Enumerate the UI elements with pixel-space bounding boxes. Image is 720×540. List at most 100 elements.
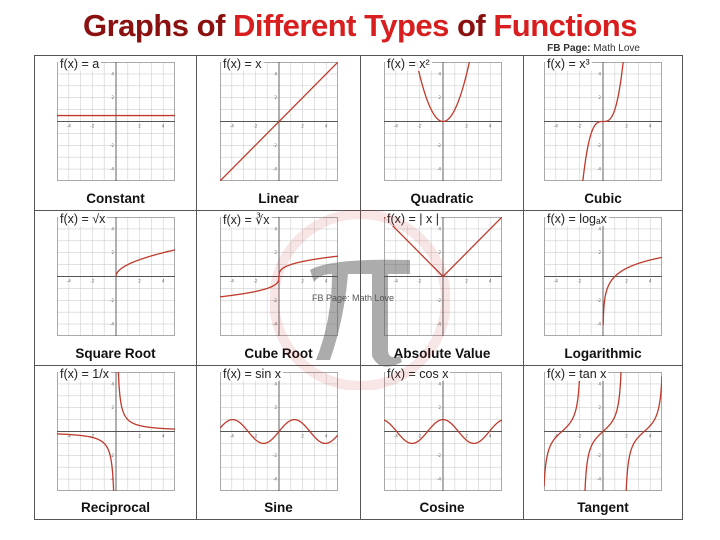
x-tick-label: -4 <box>394 279 399 284</box>
x-tick-label: -2 <box>577 124 582 129</box>
y-tick-label: 4 <box>274 226 277 231</box>
function-name: Cosine <box>419 500 465 515</box>
function-name: Constant <box>86 191 145 206</box>
x-tick-label: 2 <box>301 124 304 129</box>
x-tick-label: 2 <box>625 279 628 284</box>
x-tick-label: -2 <box>253 124 258 129</box>
y-tick-label: -2 <box>597 453 602 458</box>
y-tick-label: -4 <box>597 477 602 482</box>
title-part-1: Graphs of <box>83 8 234 43</box>
x-tick-label: 4 <box>649 124 652 129</box>
graph-reciprocal: -4 -2 2 4 4 2 -2 -4 <box>57 372 175 491</box>
page-title: Graphs of Different Types of Functions <box>0 6 720 46</box>
graph-sin: -4 -2 2 4 4 2 -2 -4 <box>220 372 338 491</box>
function-cell-linear: -4 -2 2 4 4 2 -2 -4 f(x) = x Linear <box>197 56 361 211</box>
x-tick-label: -4 <box>394 434 399 439</box>
function-cell-sqrt: -4 -2 2 4 4 2 -2 -4 f(x) = √x Square Root <box>35 211 197 366</box>
y-tick-label: 4 <box>111 381 114 386</box>
function-name: Square Root <box>75 346 156 361</box>
y-tick-label: 2 <box>274 405 277 410</box>
function-name: Logarithmic <box>564 346 642 361</box>
function-cell-cubic: -4 -2 2 4 4 2 -2 -4 f(x) = x³ Cubic <box>524 56 682 211</box>
function-curve <box>220 62 338 181</box>
function-cell-cos: -4 -2 2 4 4 2 -2 -4 f(x) = cos x Cosine <box>361 366 524 519</box>
y-tick-label: -4 <box>273 477 278 482</box>
y-tick-label: -2 <box>437 143 442 148</box>
x-tick-label: -4 <box>230 124 235 129</box>
function-name: Tangent <box>577 500 629 515</box>
y-tick-label: 2 <box>438 95 441 100</box>
x-tick-label: -2 <box>90 279 95 284</box>
x-tick-label: 4 <box>162 279 165 284</box>
y-tick-label: 2 <box>274 250 277 255</box>
y-tick-label: -4 <box>597 167 602 172</box>
graph-constant: -4 -2 2 4 4 2 -2 -4 <box>57 62 175 181</box>
y-tick-label: 2 <box>111 405 114 410</box>
fb-page-tag: FB Page: Math Love <box>547 43 640 54</box>
y-tick-label: -4 <box>437 167 442 172</box>
x-tick-label: 4 <box>489 124 492 129</box>
function-formula: f(x) = tan x <box>545 367 609 381</box>
graph-sqrt: -4 -2 2 4 4 2 -2 -4 <box>57 217 175 336</box>
function-curve <box>384 217 502 278</box>
function-cell-tan: -4 -2 2 4 4 2 -2 -4 f(x) = tan x Tangent <box>524 366 682 519</box>
function-name: Quadratic <box>410 191 474 206</box>
y-tick-label: -4 <box>110 167 115 172</box>
y-tick-label: 2 <box>598 405 601 410</box>
x-tick-label: 2 <box>301 279 304 284</box>
x-tick-label: 2 <box>301 434 304 439</box>
x-tick-label: -2 <box>577 279 582 284</box>
y-tick-label: 4 <box>438 381 441 386</box>
function-formula: f(x) = sin x <box>221 367 283 381</box>
graph-cubic: -4 -2 2 4 4 2 -2 -4 <box>544 62 662 181</box>
function-formula: f(x) = x² <box>385 57 432 71</box>
x-tick-label: 2 <box>138 434 141 439</box>
x-tick-label: 2 <box>625 124 628 129</box>
function-formula: f(x) = a <box>58 57 102 71</box>
graph-cbrt: -4 -2 2 4 4 2 -2 -4 <box>220 217 338 336</box>
x-tick-label: 2 <box>465 434 468 439</box>
title-part-4: Functions <box>493 8 637 43</box>
y-tick-label: 4 <box>274 71 277 76</box>
x-tick-label: -4 <box>67 279 72 284</box>
y-tick-label: 4 <box>598 226 601 231</box>
x-tick-label: -4 <box>554 279 559 284</box>
x-tick-label: -2 <box>417 434 422 439</box>
y-tick-label: -2 <box>597 143 602 148</box>
graph-linear: -4 -2 2 4 4 2 -2 -4 <box>220 62 338 181</box>
function-formula: f(x) = x <box>221 57 264 71</box>
x-tick-label: -4 <box>67 124 72 129</box>
x-tick-label: -4 <box>554 434 559 439</box>
y-tick-label: -2 <box>273 298 278 303</box>
function-curve <box>384 418 502 445</box>
y-tick-label: -4 <box>110 477 115 482</box>
y-tick-label: -2 <box>110 143 115 148</box>
function-curve <box>57 372 175 491</box>
function-cell-reciprocal: -4 -2 2 4 4 2 -2 -4 f(x) = 1/x Reciprocal <box>35 366 197 519</box>
y-tick-label: -2 <box>437 298 442 303</box>
x-tick-label: -2 <box>253 279 258 284</box>
function-name: Linear <box>258 191 299 206</box>
y-tick-label: 2 <box>438 405 441 410</box>
y-tick-label: -2 <box>597 298 602 303</box>
y-tick-label: -4 <box>273 322 278 327</box>
x-tick-label: 4 <box>325 434 328 439</box>
y-tick-label: 2 <box>111 250 114 255</box>
y-tick-label: 4 <box>438 226 441 231</box>
graph-abs: -4 -2 2 4 4 2 -2 -4 <box>384 217 502 336</box>
watermark-center-text: FB Page: Math Love <box>312 293 394 303</box>
x-tick-label: -4 <box>230 434 235 439</box>
function-curve <box>415 62 471 123</box>
graph-log: -4 -2 2 4 4 2 -2 -4 <box>544 217 662 336</box>
x-tick-label: -2 <box>417 279 422 284</box>
function-curve <box>602 256 662 326</box>
y-tick-label: 2 <box>598 95 601 100</box>
x-tick-label: 2 <box>465 279 468 284</box>
function-curve <box>544 372 662 491</box>
function-formula: f(x) = 1/x <box>58 367 111 381</box>
y-tick-label: 4 <box>438 71 441 76</box>
function-formula: f(x) = x³ <box>545 57 592 71</box>
function-curve <box>582 62 624 181</box>
y-tick-label: -2 <box>110 453 115 458</box>
y-tick-label: 4 <box>274 381 277 386</box>
